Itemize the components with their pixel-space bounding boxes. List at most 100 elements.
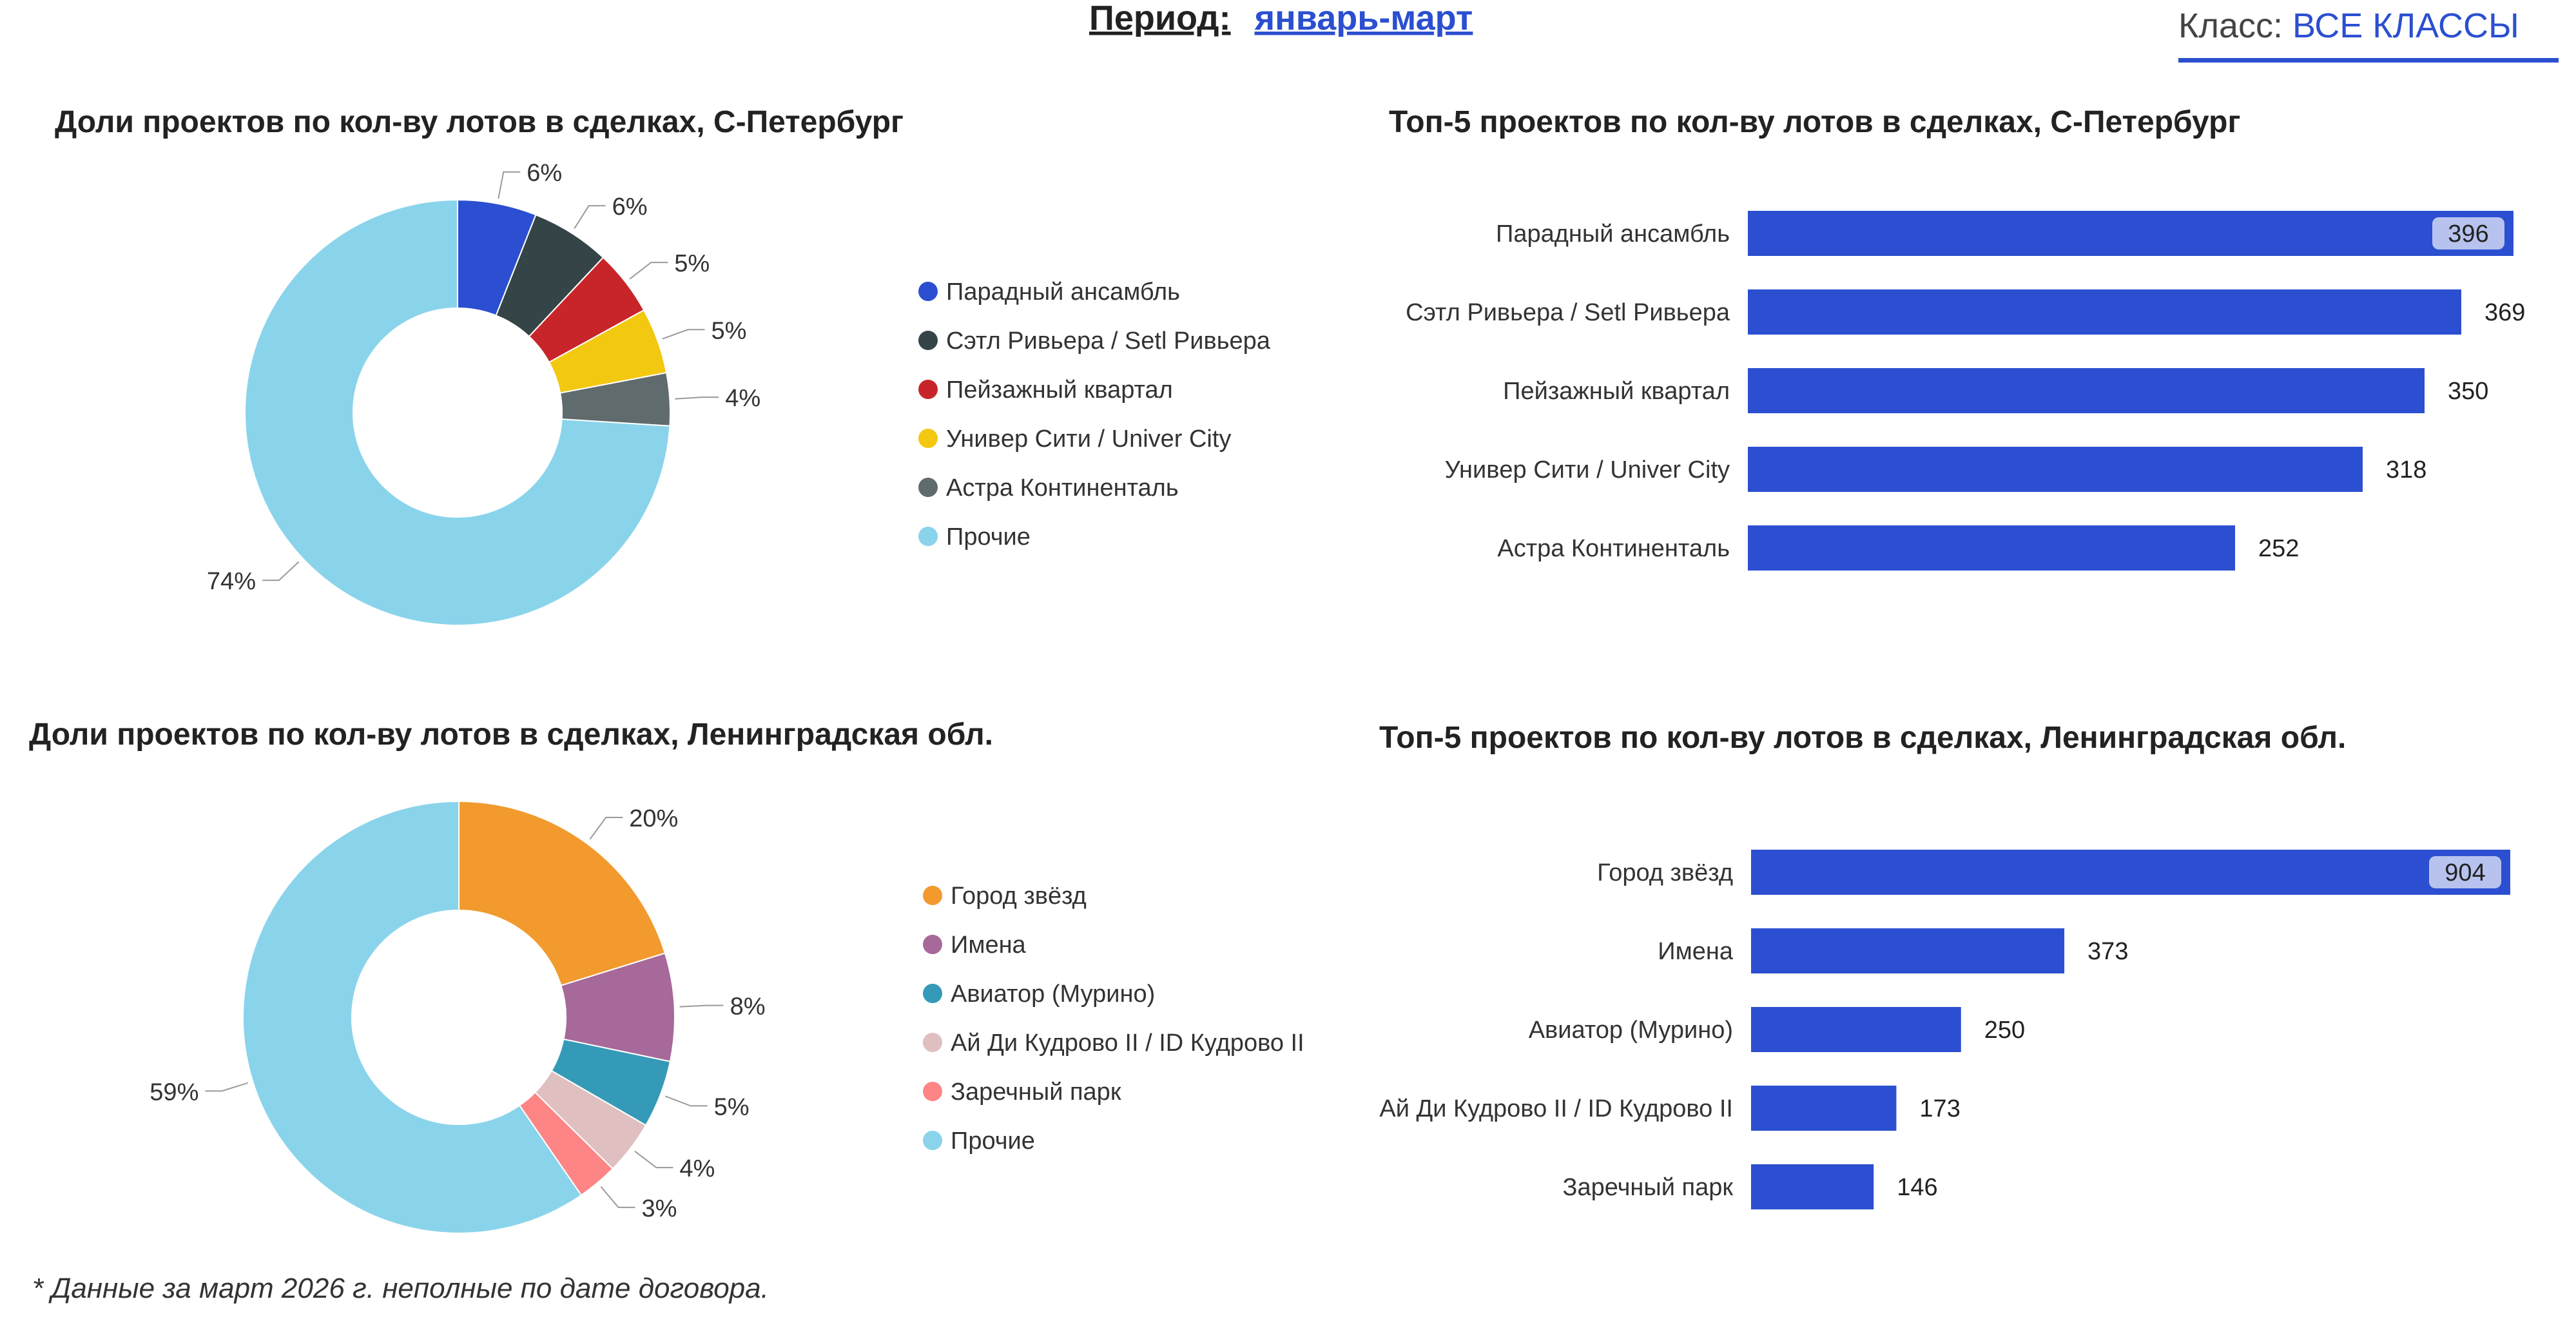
legend-marker — [923, 935, 942, 954]
slice-value-label: 20% — [629, 805, 678, 832]
legend-marker — [918, 429, 938, 448]
bar-chart-lo: Город звёзд 904 Имена 373 Авиатор (Мурино) 25… — [1379, 850, 2510, 1209]
legend-label: Прочие — [951, 1128, 1035, 1155]
bar-value-label: 252 — [2258, 535, 2299, 562]
bar-category-label: Пейзажный квартал — [1503, 378, 1730, 405]
donut-chart-lo: 20% Город звёзд 8% Имена 5% Авиатор (Мурино) 4… — [150, 800, 1304, 1234]
legend-label: Имена — [951, 932, 1027, 959]
svg-text:Класс: ВСЕ КЛАССЫ: Класс: ВСЕ КЛАССЫ — [2178, 6, 2519, 45]
legend-label: Парадный ансамбль — [946, 278, 1180, 306]
legend-label: Прочие — [946, 523, 1031, 551]
bar-category-label: Авиатор (Мурино) — [1529, 1017, 1733, 1044]
footnote: * Данные за март 2026 г. неполные по дат… — [32, 1273, 769, 1304]
slice-value-label: 4% — [679, 1155, 715, 1182]
slice-leader-line — [629, 262, 668, 280]
bar-category-label: Сэтл Ривьера / Setl Ривьера — [1406, 299, 1730, 326]
bar — [1748, 447, 2363, 492]
legend-label: Заречный парк — [951, 1079, 1121, 1106]
bar-value-label: 904 — [2445, 859, 2485, 886]
slice-value-label: 6% — [527, 160, 562, 187]
bar — [1751, 1007, 1961, 1052]
slice-value-label: 6% — [612, 193, 648, 220]
legend-label: Сэтл Ривьера / Setl Ривьера — [946, 327, 1271, 355]
legend-marker — [923, 1033, 942, 1052]
legend-label: Ай Ди Кудрово II / ID Кудрово II — [951, 1030, 1304, 1057]
chart-title-lo-bar: Топ-5 проектов по кол-ву лотов в сделках… — [1379, 721, 2346, 755]
legend-marker — [918, 380, 938, 399]
slice-leader-line — [600, 1186, 635, 1208]
slice-value-label: 8% — [730, 993, 766, 1021]
slice-leader-line — [679, 1004, 724, 1008]
svg-text:Период: январь-март: Период: январь-март — [1089, 0, 1473, 37]
bar — [1751, 1086, 1897, 1131]
slice-leader-line — [574, 205, 606, 230]
legend-marker — [923, 1082, 942, 1101]
bar-value-label: 350 — [2448, 378, 2488, 405]
bar — [1748, 368, 2425, 413]
donut-slice — [242, 800, 583, 1234]
donut-slice — [458, 800, 666, 986]
bar-value-badge — [2429, 856, 2501, 888]
legend-label: Авиатор (Мурино) — [951, 981, 1155, 1008]
slice-value-label: 5% — [714, 1093, 750, 1120]
bar-category-label: Заречный парк — [1563, 1174, 1734, 1201]
bar-category-label: Ай Ди Кудрово II / ID Кудрово II — [1379, 1095, 1733, 1122]
slice-leader-line — [589, 816, 623, 840]
bar — [1748, 211, 2513, 256]
slice-value-label: 5% — [712, 317, 747, 344]
class-selector[interactable]: ВСЕ КЛАССЫ — [2292, 6, 2519, 45]
legend-marker — [918, 282, 938, 301]
period-label: Период: — [1089, 0, 1231, 37]
donut-chart-spb: 6% Парадный ансамбль 6% Сэтл Ривьера / Setl… — [207, 160, 1271, 626]
slice-leader-line — [675, 396, 719, 400]
legend-marker — [923, 886, 942, 905]
slice-leader-line — [665, 1095, 708, 1107]
period-selector[interactable]: январь-март — [1254, 0, 1473, 37]
legend-marker — [923, 984, 942, 1003]
bar-category-label: Город звёзд — [1597, 859, 1733, 886]
slice-value-label: 5% — [674, 250, 710, 277]
legend-marker — [923, 1131, 942, 1150]
legend-label: Город звёзд — [951, 883, 1087, 910]
slice-value-label: 3% — [641, 1195, 677, 1222]
bar-value-label: 173 — [1919, 1095, 1960, 1122]
bar — [1751, 928, 2065, 973]
legend-label: Унивeр Сити / Univer City — [946, 425, 1231, 453]
chart-title-spb-bar: Топ-5 проектов по кол-ву лотов в сделках… — [1389, 105, 2240, 139]
slice-leader-line — [662, 329, 705, 340]
bar — [1751, 850, 2510, 895]
bar-value-label: 369 — [2484, 299, 2525, 326]
bar-chart-spb: Парадный ансамбль 396 Сэтл Ривьера / Setl … — [1406, 211, 2525, 571]
bar — [1748, 289, 2461, 335]
bar-value-label: 396 — [2448, 220, 2488, 248]
slice-leader-line — [205, 1082, 248, 1092]
bar-value-label: 250 — [1984, 1017, 2025, 1044]
chart-title-lo-donut: Доли проектов по кол-ву лотов в сделках,… — [29, 718, 993, 752]
slice-leader-line — [498, 171, 521, 199]
bar-category-label: Имена — [1658, 938, 1734, 965]
slice-leader-line — [634, 1150, 673, 1169]
class-selector-underline — [2178, 58, 2559, 63]
legend-label: Астра Континенталь — [946, 474, 1179, 502]
bar-category-label: Астра Континенталь — [1497, 535, 1730, 562]
donut-slice — [244, 199, 671, 626]
legend-marker — [918, 478, 938, 497]
bar-category-label: Парадный ансамбль — [1496, 220, 1730, 248]
bar-value-label: 318 — [2386, 456, 2426, 484]
slice-leader-line — [262, 561, 300, 581]
bar-value-badge — [2432, 217, 2504, 249]
slice-value-label: 4% — [725, 385, 760, 412]
bar-value-label: 373 — [2087, 938, 2128, 965]
bar-category-label: Унивeр Сити / Univer City — [1445, 456, 1730, 484]
bar — [1748, 525, 2235, 571]
legend-label: Пейзажный квартал — [946, 376, 1173, 404]
legend-marker — [918, 331, 938, 350]
chart-title-spb-donut: Доли проектов по кол-ву лотов в сделках,… — [55, 105, 904, 139]
bar — [1751, 1164, 1874, 1209]
slice-value-label: 74% — [207, 568, 256, 595]
legend-marker — [918, 527, 938, 546]
slice-value-label: 59% — [150, 1079, 199, 1106]
class-label: Класс: — [2178, 6, 2283, 45]
bar-value-label: 146 — [1897, 1174, 1937, 1201]
